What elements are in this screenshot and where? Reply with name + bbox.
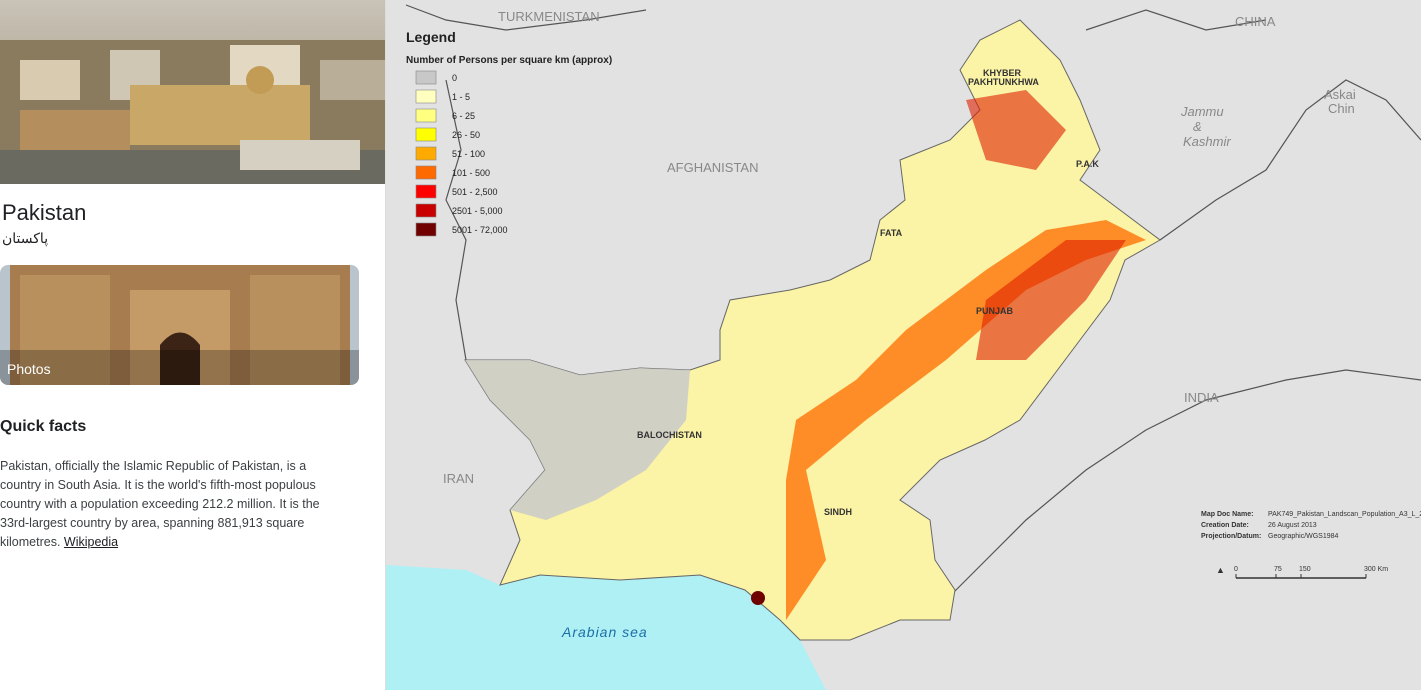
- photos-label: Photos: [7, 361, 51, 377]
- region-label: Askai: [1324, 87, 1356, 102]
- high-density-area: [976, 240, 1126, 360]
- legend-title: Legend: [406, 29, 456, 45]
- province-label: BALOCHISTAN: [637, 430, 702, 440]
- country-label: AFGHANISTAN: [667, 160, 759, 175]
- country-label: IRAN: [443, 471, 474, 486]
- province-label: KHYBER: [983, 68, 1022, 78]
- region-label: &: [1193, 119, 1202, 134]
- high-density-area: [966, 90, 1066, 170]
- metadata-label: Projection/Datum:: [1201, 533, 1261, 540]
- province-label: PUNJAB: [976, 306, 1014, 316]
- photo-thumbnail: [0, 265, 359, 385]
- region-label: Jammu: [1180, 104, 1224, 119]
- province-label: FATA: [880, 228, 903, 238]
- population-map[interactable]: Legend Number of Persons per square km (…: [386, 0, 1421, 690]
- metadata-value: 26 August 2013: [1268, 522, 1317, 529]
- hero-image[interactable]: [0, 0, 386, 184]
- city-dot: [751, 591, 765, 605]
- legend-label: 101 - 500: [452, 168, 490, 178]
- map-labels: TURKMENISTAN CHINA AFGHANISTAN Jammu & K…: [443, 9, 1356, 640]
- province-label: P.A.K: [1076, 159, 1099, 169]
- scale-label: 75: [1274, 566, 1282, 573]
- sea: [386, 565, 826, 690]
- knowledge-panel: Pakistan پاکستان Photos Quick facts Paki…: [0, 0, 386, 690]
- legend-swatch: [415, 184, 437, 199]
- legend-swatch: [415, 165, 437, 180]
- scale-label: 150: [1299, 566, 1311, 573]
- photos-card[interactable]: Photos: [0, 265, 359, 385]
- legend-swatch: [415, 70, 437, 85]
- region-label: Kashmir: [1183, 134, 1231, 149]
- legend-label: 0: [452, 73, 457, 83]
- native-name: پاکستان: [2, 230, 49, 246]
- legend-subtitle: Number of Persons per square km (approx): [406, 55, 612, 66]
- metadata-label: Creation Date:: [1201, 522, 1249, 529]
- legend-swatch: [415, 222, 437, 237]
- scale-bar: ▲ 0 75 150 300 Km: [1216, 565, 1388, 579]
- north-arrow: ▲: [1216, 565, 1225, 575]
- legend-label: 1 - 5: [452, 92, 470, 102]
- low-density-area: [465, 360, 690, 520]
- legend-swatch: [415, 89, 437, 104]
- sea-label: Arabian sea: [561, 624, 648, 640]
- high-density-area: [786, 220, 1146, 620]
- province-label: SINDH: [824, 507, 852, 517]
- metadata-label: Map Doc Name:: [1201, 511, 1254, 518]
- borders: [405, 4, 1421, 601]
- province-labels: KHYBER PAKHTUNKHWA P.A.K FATA PUNJAB BAL…: [637, 68, 1099, 517]
- metadata-value: PAK749_Pakistan_Landscan_Population_A3_L…: [1268, 511, 1421, 518]
- map-metadata: Map Doc Name: PAK749_Pakistan_Landscan_Po…: [1201, 511, 1421, 540]
- country-label: TURKMENISTAN: [498, 9, 600, 24]
- legend-swatch: [415, 203, 437, 218]
- scale-label: 0: [1234, 566, 1238, 573]
- legend-label: 501 - 2,500: [452, 187, 498, 197]
- section-heading: Quick facts: [0, 418, 87, 435]
- legend-swatch: [415, 146, 437, 161]
- legend-label: 5001 - 72,000: [452, 225, 508, 235]
- legend-swatch: [415, 108, 437, 123]
- source-link[interactable]: Wikipedia: [63, 535, 119, 549]
- region-label: Chin: [1328, 101, 1355, 116]
- description-text: Pakistan, officially the Islamic Republi…: [0, 459, 320, 549]
- legend-label: 2501 - 5,000: [452, 206, 503, 216]
- province-label: PAKHTUNKHWA: [968, 77, 1039, 87]
- legend-label: 51 - 100: [452, 149, 485, 159]
- entity-title: Pakistan: [2, 200, 87, 225]
- legend-swatch: [415, 127, 437, 142]
- legend-label: 26 - 50: [452, 130, 480, 140]
- country-label: INDIA: [1184, 390, 1219, 405]
- description: Pakistan, officially the Islamic Republi…: [0, 457, 350, 552]
- legend-label: 6 - 25: [452, 111, 475, 121]
- country-label: CHINA: [1235, 14, 1276, 29]
- legend: Legend Number of Persons per square km (…: [406, 29, 612, 237]
- scale-label: 300 Km: [1364, 566, 1388, 573]
- metadata-value: Geographic/WGS1984: [1268, 533, 1339, 540]
